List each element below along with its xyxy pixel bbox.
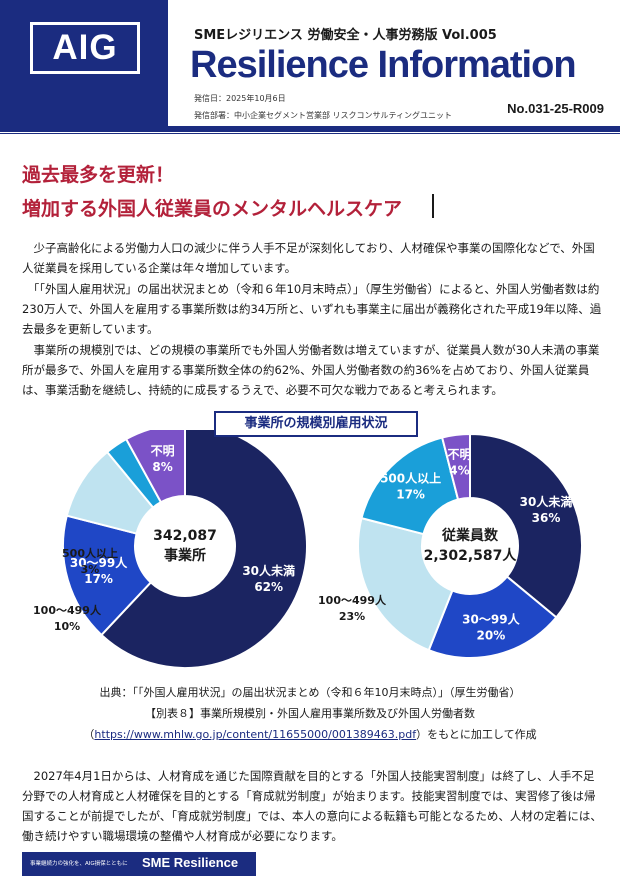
slice-label: 30～99人 <box>462 611 520 626</box>
slice-value: 17% <box>84 572 113 586</box>
aig-logo: AIG <box>30 22 140 74</box>
slice-value: 20% <box>477 628 506 642</box>
paragraph-new-system: 2027年4月1日からは、人材育成を通じた国際貢献を目的とする「外国人技能実習制… <box>22 769 602 843</box>
chart-title: 事業所の規模別雇用状況 <box>214 411 418 437</box>
issuing-department: 発信部署：中小企業セグメント営業部 リスクコンサルティングユニット <box>194 111 453 120</box>
slice-label: 30人未満 <box>242 563 295 578</box>
paragraph-intro: 少子高齢化による労働力人口の減少に伴う人手不足が深刻化しており、人材確保や事業の… <box>22 241 595 275</box>
footer-brand: SME Resilience <box>142 855 239 870</box>
slice-label: 不明 <box>447 448 471 462</box>
paragraph-scale: 事業所の規模別では、どの規模の事業所でも外国人労働者数は増えていますが、従業員人… <box>22 343 600 397</box>
donut-center-line-2: 事業所 <box>164 547 206 564</box>
text-cursor <box>432 194 434 218</box>
logo-panel: AIG <box>0 0 168 126</box>
donut-charts: 30人未満 62% 30～99人 17% 100～499人 10% 500人以上 3% 不明 8%… <box>33 430 583 669</box>
slice-value: 62% <box>254 580 283 594</box>
donut-center-line-2: 2,302,587人 <box>424 547 518 564</box>
paragraph-statistics: 「「外国人雇用状況」の届出状況まとめ（令和６年10月末時点）」（厚生労働省）によ… <box>22 282 602 336</box>
footer-banner: 事業継続力の強化を、AIG損保とともに SME Resilience <box>22 852 256 876</box>
slice-value: 4% <box>449 464 469 478</box>
source-citation: 出典：「「外国人雇用状況」の届出状況まとめ（令和６年10月末時点）」（厚生労働省… <box>99 686 521 699</box>
donut-hole <box>135 496 235 596</box>
newsletter-title: Resilience Information <box>190 44 577 86</box>
issue-date: 発信日：2025年10月6日 <box>194 94 286 103</box>
slice-label: 30～99人 <box>70 555 128 570</box>
header-divider <box>0 126 620 132</box>
source-suffix: ）をもとに加工して作成 <box>416 728 537 741</box>
header-divider-thin <box>0 133 620 134</box>
series-title: SMEレジリエンス 労働安全・人事労務版 Vol.005 <box>194 28 497 43</box>
header: SMEレジリエンス 労働安全・人事労務版 Vol.005 Resilience … <box>168 0 620 126</box>
slice-label: 不明 <box>151 444 175 458</box>
slice-label: 30人未満 <box>520 494 573 509</box>
slice-value: 23% <box>339 610 365 623</box>
document-number: No.031-25-R009 <box>507 101 604 116</box>
slice-value: 8% <box>152 460 172 474</box>
slice-value: 10% <box>54 620 80 633</box>
slice-value: 36% <box>532 511 561 525</box>
headline-line-1: 過去最多を更新！ <box>22 164 175 186</box>
headline-line-2: 増加する外国人従業員のメンタルヘルスケア <box>22 198 403 220</box>
pie-slice <box>469 432 583 619</box>
donut-hole <box>422 498 518 594</box>
slice-value: 3% <box>81 563 100 576</box>
slice-value: 17% <box>396 488 425 502</box>
pie-slice <box>124 430 186 504</box>
source-url-line: （https://www.mhlw.go.jp/content/11655000… <box>83 728 537 741</box>
donut-center-line-1: 従業員数 <box>441 527 499 544</box>
slice-label: 100～499人 <box>318 593 387 607</box>
donut-center-line-1: 342,087 <box>153 528 217 544</box>
slice-label: 100～499人 <box>33 603 102 617</box>
slice-label: 500人以上 <box>380 471 441 486</box>
slice-label: 500人以上 <box>62 546 118 560</box>
source-link[interactable]: https://www.mhlw.go.jp/content/11655000/… <box>94 728 417 741</box>
source-table-name: 【別表８】事業所規模別・外国人雇用事業所数及び外国人労働者数 <box>145 707 475 720</box>
footer-tagline: 事業継続力の強化を、AIG損保とともに <box>30 861 128 867</box>
